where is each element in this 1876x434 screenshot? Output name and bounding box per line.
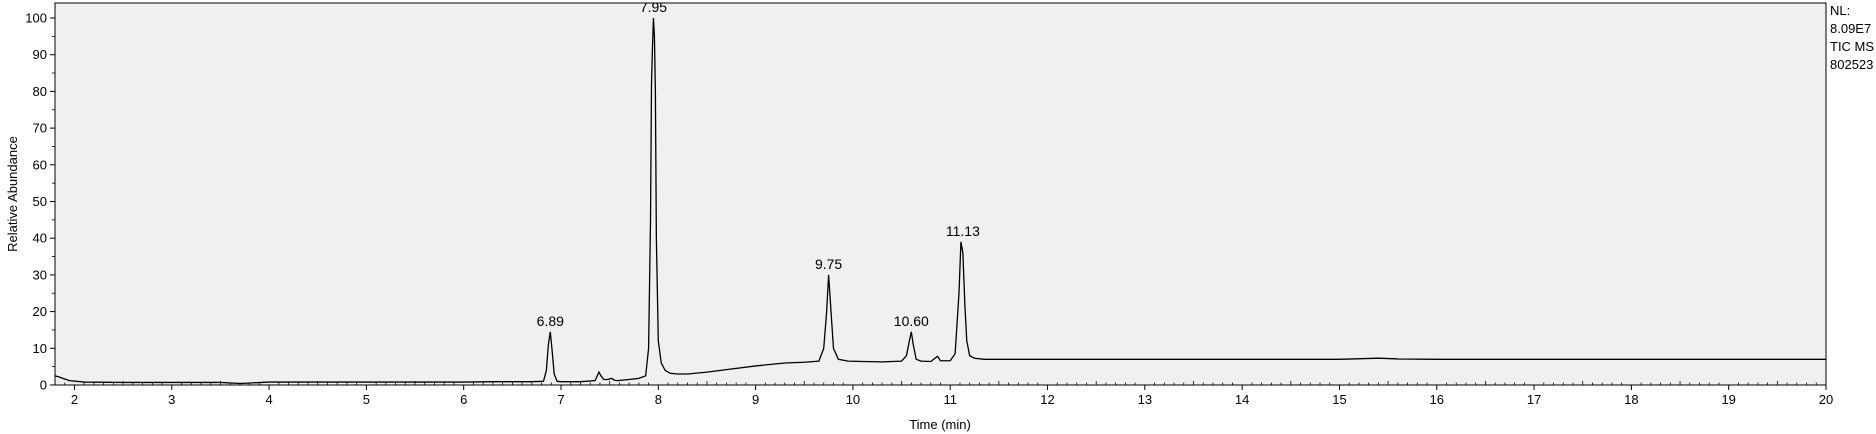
info-panel: NL: 8.09E7 TIC MS 802523 <box>1830 2 1874 74</box>
x-tick-label: 12 <box>1040 392 1054 407</box>
x-axis-title: Time (min) <box>909 417 971 432</box>
peak-label: 7.95 <box>640 0 667 15</box>
x-tick-label: 14 <box>1235 392 1249 407</box>
x-tick-label: 4 <box>265 392 272 407</box>
y-tick-label: 0 <box>40 378 47 393</box>
x-tick-label: 20 <box>1819 392 1833 407</box>
y-tick-label: 50 <box>33 194 47 209</box>
y-tick-label: 70 <box>33 121 47 136</box>
y-tick-label: 60 <box>33 157 47 172</box>
x-tick-label: 9 <box>752 392 759 407</box>
x-tick-label: 15 <box>1332 392 1346 407</box>
x-tick-label: 16 <box>1430 392 1444 407</box>
x-tick-label: 13 <box>1138 392 1152 407</box>
y-tick-label: 40 <box>33 231 47 246</box>
peak-label: 6.89 <box>537 313 564 329</box>
x-tick-label: 10 <box>846 392 860 407</box>
y-tick-label: 20 <box>33 304 47 319</box>
y-tick-label: 10 <box>33 341 47 356</box>
x-tick-label: 5 <box>363 392 370 407</box>
plot-area <box>54 2 1827 386</box>
y-axis-title: Relative Abundance <box>5 136 20 252</box>
x-axis-ticks: 2 3 4 5 6 7 8 9 10 11 12 13 14 15 16 17 18 19 20 <box>71 385 1833 407</box>
x-tick-label: 7 <box>557 392 564 407</box>
y-axis-ticks: 0 10 20 30 40 50 60 70 80 90 100 <box>25 11 55 393</box>
tic-trace-line <box>54 17 1826 385</box>
y-tick-label: 100 <box>25 11 47 26</box>
x-tick-label: 18 <box>1624 392 1638 407</box>
peak-label: 10.60 <box>894 313 929 329</box>
x-tick-label: 3 <box>168 392 175 407</box>
x-tick-label: 17 <box>1527 392 1541 407</box>
peak-annotations: 6.89 7.95 9.75 10.60 11.13 <box>537 0 980 329</box>
x-tick-label: 2 <box>71 392 78 407</box>
y-tick-label: 90 <box>33 47 47 62</box>
y-tick-label: 80 <box>33 84 47 99</box>
minor-ticks <box>54 381 1817 385</box>
peak-label: 11.13 <box>946 223 980 239</box>
x-tick-label: 11 <box>943 392 957 407</box>
sample-id: 802523 <box>1830 57 1874 72</box>
nl-label: NL: <box>1830 3 1851 18</box>
x-tick-label: 8 <box>655 392 662 407</box>
trace-type: TIC MS <box>1830 39 1875 54</box>
x-tick-label: 6 <box>460 392 467 407</box>
x-tick-label: 19 <box>1721 392 1735 407</box>
nl-value: 8.09E7 <box>1830 21 1872 36</box>
peak-label: 9.75 <box>815 256 842 272</box>
y-tick-label: 30 <box>33 267 47 282</box>
